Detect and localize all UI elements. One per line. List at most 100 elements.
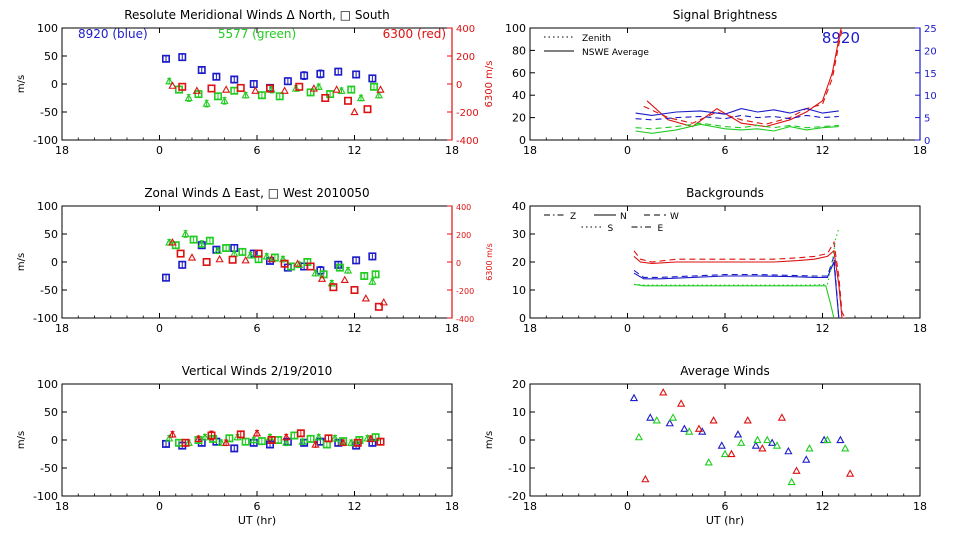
series-line-red: [633, 249, 846, 318]
data-point-green: [189, 235, 198, 244]
data-point-green: [257, 437, 266, 446]
data-layer: [162, 53, 385, 116]
data-point-blue: [629, 393, 639, 402]
data-point-green: [356, 93, 366, 102]
data-point-red: [311, 440, 320, 448]
x-tick-label: 18: [523, 144, 537, 157]
data-point-red: [329, 283, 338, 292]
right-y-tick-label: 200: [456, 52, 475, 63]
chart-title: Resolute Meridional Winds Δ North, □ Sou…: [124, 8, 390, 22]
y-tick-label: 60: [512, 67, 526, 80]
data-point-red: [221, 438, 231, 446]
annotation-label: 6300 (red): [383, 27, 446, 41]
x-tick-label: 12: [816, 500, 830, 513]
y-tick-label: 30: [512, 228, 526, 241]
y-tick-label: -50: [40, 106, 58, 119]
data-point-blue: [300, 71, 309, 80]
data-point-red: [178, 82, 187, 91]
right-y-tick-label: 20: [924, 46, 937, 57]
data-point-red: [709, 416, 718, 424]
y-tick-label: 50: [44, 406, 58, 419]
data-point-green: [787, 477, 796, 486]
series-line-green: [635, 122, 839, 130]
data-point-red: [194, 434, 203, 442]
data-point-blue: [717, 441, 726, 449]
y-tick-label: -100: [33, 490, 58, 503]
x-tick-label: 18: [913, 500, 927, 513]
legend-label: S: [608, 224, 614, 234]
data-point-green: [753, 435, 762, 444]
data-point-blue: [265, 440, 274, 449]
data-point-red: [659, 388, 668, 396]
data-point-red: [202, 257, 211, 266]
x-tick-label: 6: [254, 500, 261, 513]
data-point-red: [168, 81, 177, 89]
data-point-green: [634, 432, 644, 441]
data-point-red: [296, 429, 305, 438]
data-point-blue: [665, 418, 674, 427]
data-point-green: [369, 82, 378, 91]
x-tick-label: 12: [348, 322, 362, 335]
data-point-red: [267, 435, 276, 444]
data-point-green: [327, 278, 336, 287]
data-point-green: [225, 434, 234, 443]
data-point-green: [314, 82, 323, 90]
data-point-red: [743, 416, 752, 424]
x-tick-label: 18: [55, 500, 69, 513]
data-point-red: [324, 434, 333, 443]
data-point-blue: [836, 435, 845, 444]
x-axis-label: UT (hr): [238, 514, 276, 527]
data-point-blue: [751, 441, 761, 449]
data-point-red: [309, 84, 319, 92]
annotation-label: 8920: [822, 29, 860, 47]
right-y-tick-label: -200: [456, 108, 479, 119]
data-point-red: [228, 255, 237, 264]
series-line-blue: [633, 256, 840, 318]
right-y-tick-label: 0: [456, 259, 461, 268]
data-point-green: [668, 413, 678, 421]
data-point-blue: [283, 77, 292, 86]
y-tick-label: 20: [512, 112, 526, 125]
data-point-green: [257, 91, 266, 100]
data-point-green: [311, 268, 320, 277]
data-point-red: [265, 84, 274, 93]
series-line-green: [635, 123, 839, 134]
data-point-red: [207, 431, 216, 440]
x-tick-label: 18: [913, 144, 927, 157]
data-point-red: [376, 85, 385, 93]
data-point-green: [181, 229, 190, 238]
data-point-green: [314, 432, 323, 441]
y-tick-label: 100: [37, 200, 58, 213]
x-tick-label: 18: [913, 322, 927, 335]
data-point-red: [366, 434, 375, 442]
data-point-green: [805, 444, 814, 452]
x-tick-label: 0: [156, 500, 163, 513]
right-y-tick-label: 400: [456, 24, 475, 35]
data-point-blue: [646, 413, 655, 421]
data-point-green: [213, 246, 223, 254]
x-tick-label: 18: [445, 322, 459, 335]
data-point-green: [371, 433, 380, 442]
data-layer: [162, 229, 388, 311]
y-tick-label: 100: [505, 22, 526, 35]
right-y-tick-label: 10: [924, 91, 937, 102]
x-tick-label: 18: [445, 500, 459, 513]
x-tick-label: 12: [816, 322, 830, 335]
data-point-green: [202, 99, 211, 107]
y-axis-label: m/s: [16, 431, 27, 449]
y-tick-label: 0: [519, 134, 526, 147]
data-point-red: [236, 430, 245, 439]
data-point-green: [282, 438, 291, 446]
data-point-red: [241, 255, 250, 264]
right-axis-label: 6300 m/s: [484, 61, 495, 108]
series-line-red: [646, 28, 842, 128]
chart-title: Average Winds: [680, 364, 770, 378]
y-tick-label: 20: [512, 378, 526, 391]
x-tick-label: 18: [523, 500, 537, 513]
data-point-green: [165, 433, 174, 442]
x-tick-label: 6: [722, 144, 729, 157]
data-point-red: [350, 285, 359, 294]
